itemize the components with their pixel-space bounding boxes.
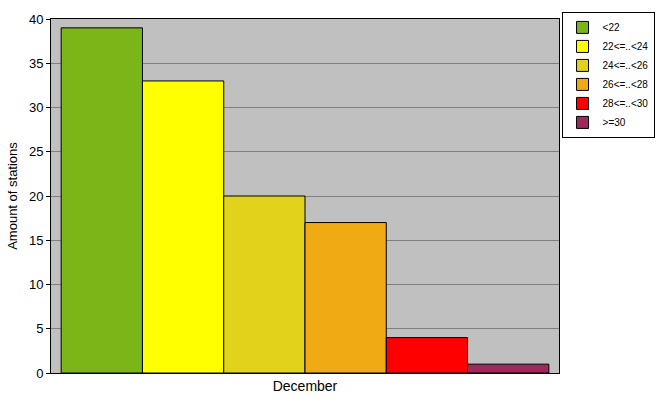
svg-text:35: 35 — [29, 56, 43, 71]
svg-text:30: 30 — [29, 100, 43, 115]
svg-text:December: December — [273, 378, 338, 394]
svg-text:5: 5 — [36, 321, 43, 336]
svg-text:25: 25 — [29, 144, 43, 159]
svg-text:10: 10 — [29, 277, 43, 292]
svg-text:28<=..<30: 28<=..<30 — [603, 98, 649, 109]
svg-text:0: 0 — [36, 366, 43, 381]
svg-text:26<=..<28: 26<=..<28 — [603, 79, 649, 90]
svg-text:>=30: >=30 — [603, 117, 626, 128]
svg-text:22<=..<24: 22<=..<24 — [603, 41, 649, 52]
svg-text:40: 40 — [29, 12, 43, 27]
svg-text:24<=..<26: 24<=..<26 — [603, 60, 649, 71]
svg-text:Amount of stations: Amount of stations — [5, 142, 20, 250]
svg-text:20: 20 — [29, 189, 43, 204]
svg-text:15: 15 — [29, 233, 43, 248]
svg-text:<22: <22 — [603, 22, 620, 33]
